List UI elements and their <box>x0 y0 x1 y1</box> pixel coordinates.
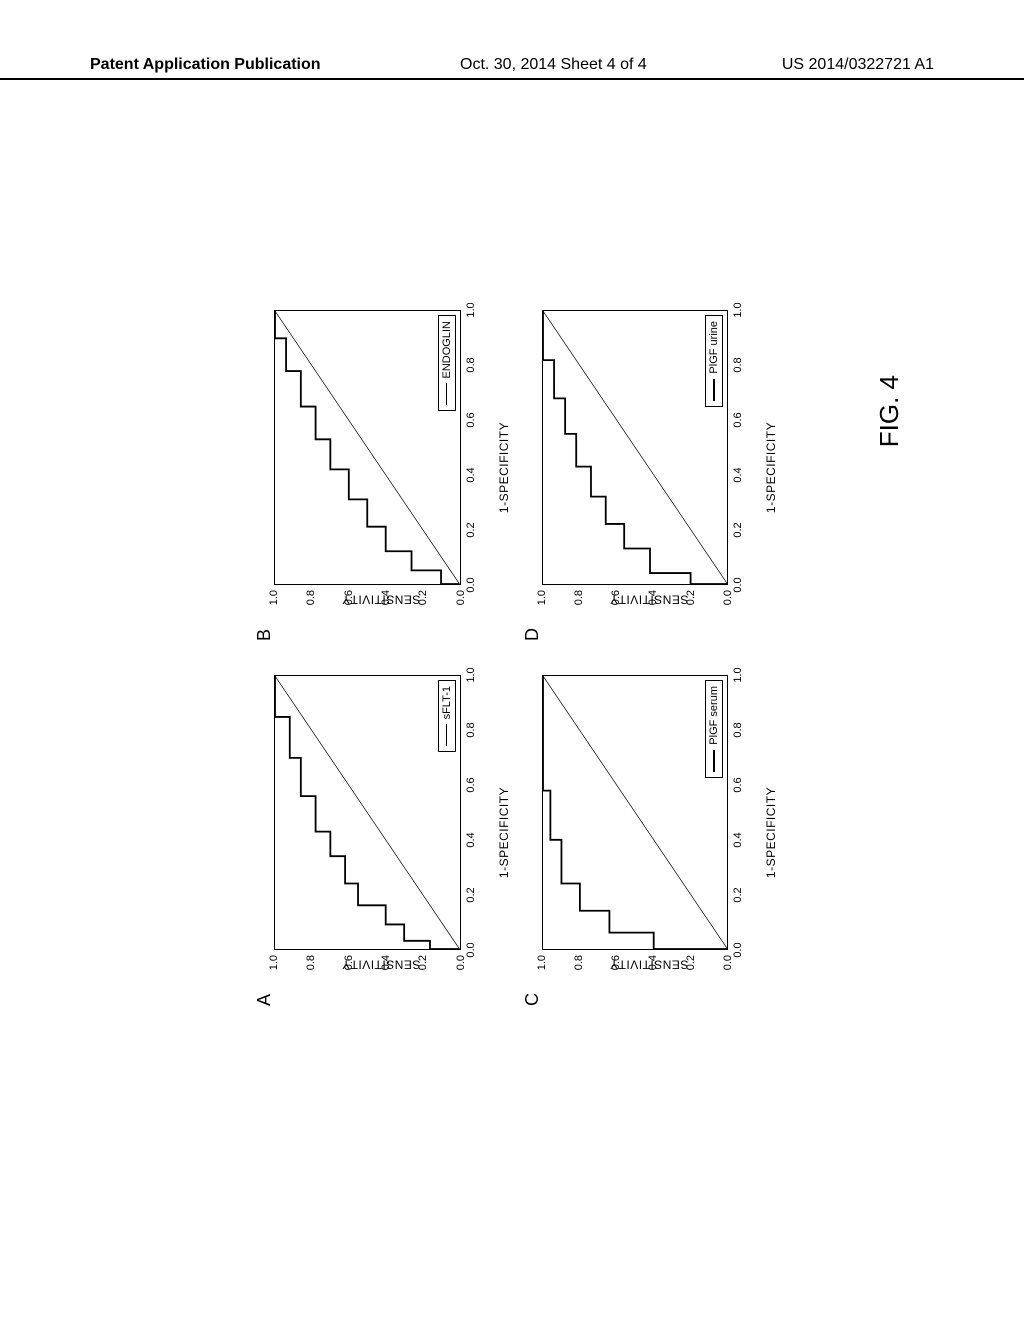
y-tick-label: 0.2 <box>685 590 697 614</box>
y-tick-label: 0.8 <box>305 955 317 979</box>
x-tick-label: 1.0 <box>732 302 744 317</box>
legend-line-icon <box>446 383 448 405</box>
x-tick-label: 0.4 <box>732 467 744 482</box>
plot-box: ENDOGLIN <box>274 310 461 585</box>
y-tick-label: 0.4 <box>647 590 659 614</box>
x-tick-label: 0.8 <box>732 357 744 372</box>
y-tick-label: 0.6 <box>343 590 355 614</box>
plot-box: PlGF urine <box>542 310 729 585</box>
roc-panel-c: CSENSITIVITY1-SPECIFICITYPlGF serum0.00.… <box>528 665 771 1000</box>
panel-label: B <box>254 629 275 641</box>
x-ticks: 0.00.20.40.60.81.0 <box>465 310 479 585</box>
legend-text: PlGF urine <box>708 321 720 374</box>
y-ticks: 0.00.20.40.60.81.0 <box>542 590 729 610</box>
reference-diagonal <box>543 676 728 949</box>
y-tick-label: 1.0 <box>268 590 280 614</box>
reference-diagonal <box>543 311 728 584</box>
x-tick-label: 0.4 <box>465 467 477 482</box>
panel-label: C <box>522 993 543 1006</box>
y-tick-label: 0.2 <box>417 955 429 979</box>
x-tick-label: 0.0 <box>465 942 477 957</box>
header-left: Patent Application Publication <box>90 56 321 74</box>
plot-svg <box>543 676 728 949</box>
legend: PlGF serum <box>705 680 723 778</box>
y-tick-label: 0.2 <box>417 590 429 614</box>
figure-area: ASENSITIVITY1-SPECIFICITYsFLT-10.00.20.4… <box>165 395 865 905</box>
x-tick-label: 1.0 <box>465 302 477 317</box>
panel-grid: ASENSITIVITY1-SPECIFICITYsFLT-10.00.20.4… <box>260 300 770 1000</box>
x-ticks: 0.00.20.40.60.81.0 <box>465 675 479 950</box>
x-tick-label: 0.6 <box>732 412 744 427</box>
y-tick-label: 0.0 <box>722 590 734 614</box>
y-tick-label: 1.0 <box>536 590 548 614</box>
x-tick-label: 0.2 <box>732 887 744 902</box>
y-tick-label: 0.4 <box>380 590 392 614</box>
y-tick-label: 0.0 <box>455 590 467 614</box>
legend-text: PlGF serum <box>708 686 720 745</box>
panel-label: A <box>254 994 275 1006</box>
y-tick-label: 0.6 <box>610 955 622 979</box>
y-tick-label: 0.8 <box>305 590 317 614</box>
legend: PlGF urine <box>705 315 723 407</box>
x-tick-label: 1.0 <box>465 667 477 682</box>
x-tick-label: 0.2 <box>465 522 477 537</box>
reference-diagonal <box>275 676 460 949</box>
legend-line-icon <box>446 724 448 746</box>
page-header: Patent Application Publication Oct. 30, … <box>0 56 1024 80</box>
x-tick-label: 0.4 <box>732 832 744 847</box>
x-tick-label: 0.0 <box>732 942 744 957</box>
x-axis-title: 1-SPECIFICITY <box>497 787 511 878</box>
y-tick-label: 0.2 <box>685 955 697 979</box>
y-tick-label: 0.6 <box>343 955 355 979</box>
x-tick-label: 0.0 <box>465 577 477 592</box>
roc-panel-a: ASENSITIVITY1-SPECIFICITYsFLT-10.00.20.4… <box>260 665 503 1000</box>
y-tick-label: 0.6 <box>610 590 622 614</box>
x-ticks: 0.00.20.40.60.81.0 <box>732 310 746 585</box>
legend-line-icon <box>713 750 715 772</box>
y-tick-label: 0.0 <box>455 955 467 979</box>
y-tick-label: 1.0 <box>536 955 548 979</box>
x-axis-title: 1-SPECIFICITY <box>764 787 778 878</box>
plot-svg <box>543 311 728 584</box>
y-tick-label: 0.4 <box>380 955 392 979</box>
x-tick-label: 0.8 <box>732 722 744 737</box>
y-ticks: 0.00.20.40.60.81.0 <box>542 955 729 975</box>
x-axis-title: 1-SPECIFICITY <box>764 422 778 513</box>
header-right: US 2014/0322721 A1 <box>782 56 934 74</box>
x-tick-label: 0.2 <box>465 887 477 902</box>
x-tick-label: 0.4 <box>465 832 477 847</box>
legend-line-icon <box>713 379 715 401</box>
legend: ENDOGLIN <box>438 315 456 411</box>
plot-svg <box>275 311 460 584</box>
y-tick-label: 0.8 <box>573 955 585 979</box>
y-tick-label: 0.8 <box>573 590 585 614</box>
legend-text: sFLT-1 <box>441 686 453 719</box>
x-tick-label: 0.6 <box>465 412 477 427</box>
plot-svg <box>275 676 460 949</box>
roc-panel-b: BSENSITIVITY1-SPECIFICITYENDOGLIN0.00.20… <box>260 300 503 635</box>
x-tick-label: 0.6 <box>732 777 744 792</box>
figure-label: FIG. 4 <box>874 375 905 447</box>
plot-box: PlGF serum <box>542 675 729 950</box>
y-ticks: 0.00.20.40.60.81.0 <box>274 955 461 975</box>
roc-panel-d: DSENSITIVITY1-SPECIFICITYPlGF urine0.00.… <box>528 300 771 635</box>
y-tick-label: 0.0 <box>722 955 734 979</box>
x-tick-label: 1.0 <box>732 667 744 682</box>
header-center: Oct. 30, 2014 Sheet 4 of 4 <box>460 56 647 74</box>
x-tick-label: 0.0 <box>732 577 744 592</box>
x-tick-label: 0.8 <box>465 722 477 737</box>
plot-box: sFLT-1 <box>274 675 461 950</box>
panel-label: D <box>522 628 543 641</box>
x-ticks: 0.00.20.40.60.81.0 <box>732 675 746 950</box>
y-tick-label: 1.0 <box>268 955 280 979</box>
x-tick-label: 0.2 <box>732 522 744 537</box>
y-tick-label: 0.4 <box>647 955 659 979</box>
x-tick-label: 0.6 <box>465 777 477 792</box>
legend-text: ENDOGLIN <box>441 321 453 378</box>
y-ticks: 0.00.20.40.60.81.0 <box>274 590 461 610</box>
x-tick-label: 0.8 <box>465 357 477 372</box>
x-axis-title: 1-SPECIFICITY <box>497 422 511 513</box>
reference-diagonal <box>275 311 460 584</box>
legend: sFLT-1 <box>438 680 456 752</box>
